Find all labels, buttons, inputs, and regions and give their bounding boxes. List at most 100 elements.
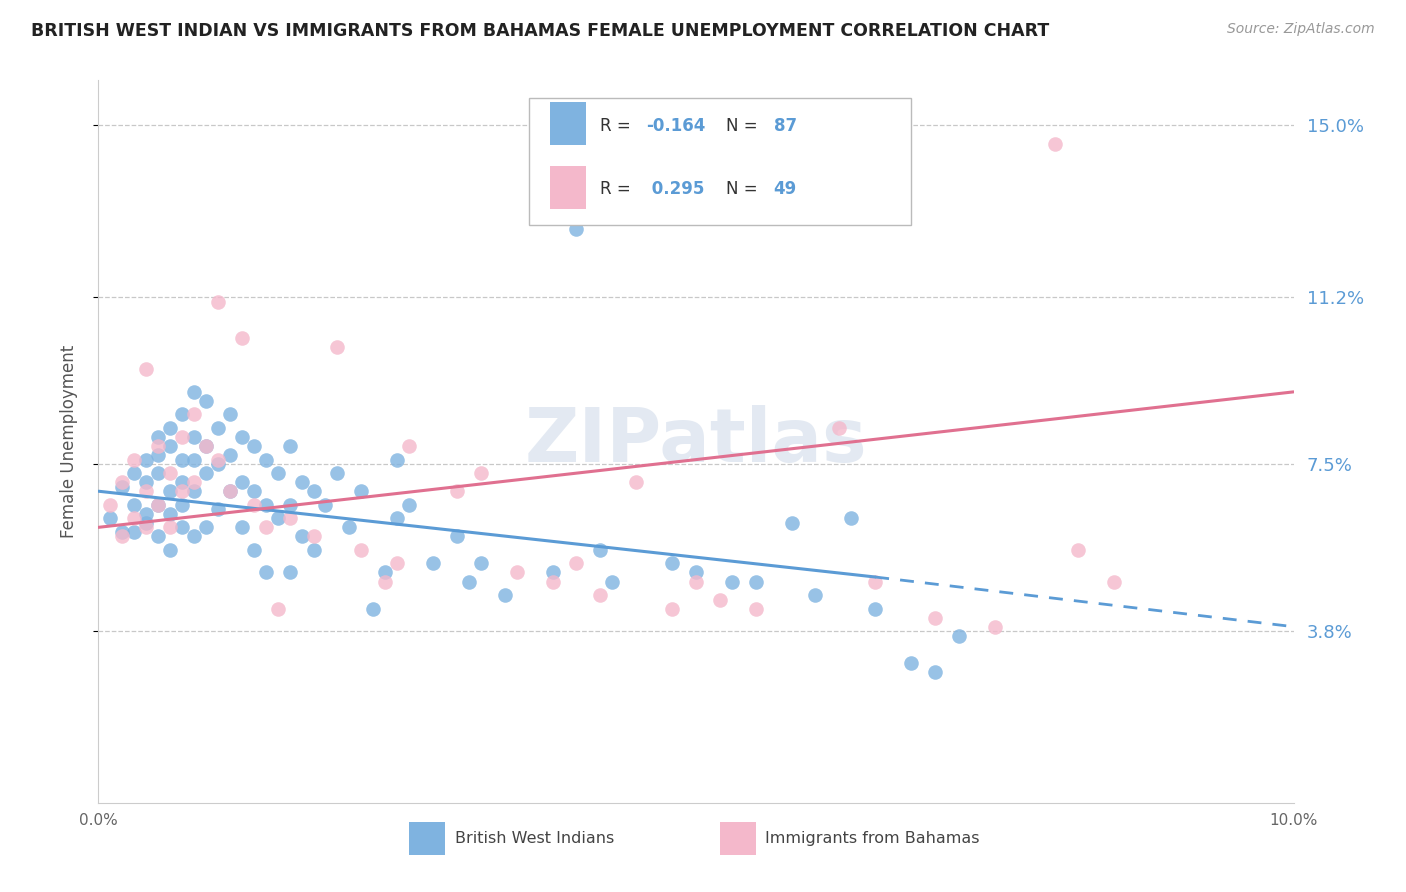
Point — [195, 439, 218, 453]
Point — [315, 498, 337, 512]
Point — [183, 484, 205, 499]
Text: BRITISH WEST INDIAN VS IMMIGRANTS FROM BAHAMAS FEMALE UNEMPLOYMENT CORRELATION C: BRITISH WEST INDIAN VS IMMIGRANTS FROM B… — [31, 22, 1049, 40]
Point — [565, 557, 588, 571]
Point — [685, 574, 707, 589]
Point — [243, 498, 266, 512]
Point — [278, 439, 301, 453]
Y-axis label: Female Unemployment: Female Unemployment — [59, 345, 77, 538]
FancyBboxPatch shape — [409, 822, 446, 855]
Point — [1067, 542, 1090, 557]
Point — [135, 362, 157, 376]
Point — [135, 516, 157, 530]
Point — [183, 529, 205, 543]
Text: British West Indians: British West Indians — [454, 831, 614, 847]
Point — [207, 457, 229, 471]
Point — [159, 484, 181, 499]
Point — [267, 466, 290, 480]
Point — [804, 588, 827, 602]
Point — [745, 601, 768, 615]
Point — [172, 520, 194, 534]
FancyBboxPatch shape — [550, 102, 586, 145]
Point — [602, 574, 624, 589]
Point — [111, 529, 134, 543]
Point — [231, 475, 253, 490]
Point — [841, 511, 863, 525]
Text: ZIPatlas: ZIPatlas — [524, 405, 868, 478]
Point — [135, 507, 157, 521]
Point — [219, 484, 242, 499]
Point — [183, 408, 205, 422]
Point — [219, 484, 242, 499]
Point — [183, 384, 205, 399]
Point — [219, 448, 242, 462]
Point — [948, 629, 970, 643]
Point — [278, 511, 301, 525]
Text: R =: R = — [600, 117, 637, 135]
Point — [589, 542, 612, 557]
Point — [398, 498, 420, 512]
Point — [865, 574, 887, 589]
Point — [565, 222, 588, 236]
Point — [231, 430, 253, 444]
Point — [231, 520, 253, 534]
Point — [243, 484, 266, 499]
Point — [135, 452, 157, 467]
Point — [828, 421, 851, 435]
Point — [207, 502, 229, 516]
Point — [541, 574, 564, 589]
Point — [124, 452, 146, 467]
Text: Source: ZipAtlas.com: Source: ZipAtlas.com — [1227, 22, 1375, 37]
Point — [385, 557, 409, 571]
Text: N =: N = — [725, 117, 762, 135]
Point — [458, 574, 481, 589]
Point — [254, 452, 277, 467]
Point — [446, 529, 468, 543]
Point — [1043, 136, 1066, 151]
Point — [159, 466, 181, 480]
Point — [506, 566, 529, 580]
Point — [111, 475, 134, 490]
Point — [291, 475, 314, 490]
Point — [470, 557, 492, 571]
Point — [148, 466, 170, 480]
Point — [195, 439, 218, 453]
Text: -0.164: -0.164 — [645, 117, 706, 135]
Point — [159, 439, 181, 453]
Point — [661, 601, 683, 615]
Point — [661, 557, 683, 571]
Point — [207, 452, 229, 467]
Point — [254, 520, 277, 534]
Point — [385, 452, 409, 467]
Point — [135, 520, 157, 534]
Point — [135, 484, 157, 499]
Point — [111, 480, 134, 494]
Point — [900, 656, 922, 670]
Point — [159, 542, 181, 557]
Point — [470, 466, 492, 480]
Point — [124, 498, 146, 512]
Point — [780, 516, 803, 530]
Text: N =: N = — [725, 180, 762, 198]
Point — [446, 484, 468, 499]
Point — [254, 498, 277, 512]
Point — [267, 601, 290, 615]
FancyBboxPatch shape — [720, 822, 756, 855]
Point — [254, 566, 277, 580]
Point — [339, 520, 361, 534]
Point — [111, 524, 134, 539]
Point — [159, 421, 181, 435]
Point — [326, 340, 349, 354]
Text: 0.295: 0.295 — [645, 180, 704, 198]
Point — [721, 574, 744, 589]
Point — [207, 421, 229, 435]
Point — [148, 498, 170, 512]
Point — [924, 665, 946, 679]
Point — [302, 529, 325, 543]
Point — [124, 511, 146, 525]
Point — [219, 408, 242, 422]
Point — [374, 566, 396, 580]
Point — [243, 439, 266, 453]
Point — [589, 588, 612, 602]
Point — [124, 466, 146, 480]
Point — [159, 520, 181, 534]
